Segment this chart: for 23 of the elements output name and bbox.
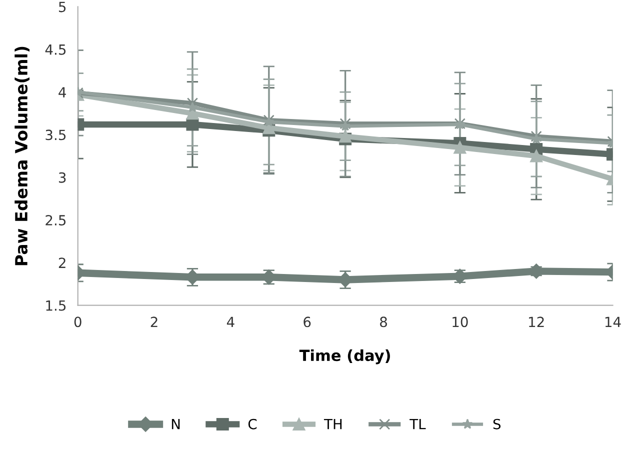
legend-label: N: [172, 418, 180, 430]
x-tick-label: 12: [529, 316, 544, 327]
x-axis-title: Time (day): [299, 349, 390, 364]
x-tick-label: 2: [150, 316, 158, 327]
y-tick-label: 1.5: [46, 300, 66, 311]
legend-label: C: [248, 418, 257, 430]
y-tick-label: 2: [58, 258, 66, 268]
y-tick-label: 4.5: [45, 44, 66, 55]
x-tick-label: 0: [74, 316, 82, 328]
y-tick-label: 2.5: [46, 214, 66, 226]
x-tick-label: 14: [605, 316, 621, 327]
x-tick-label: 10: [452, 316, 468, 328]
x-tick-label: 6: [304, 316, 311, 328]
y-tick-label: 3: [58, 172, 66, 183]
y-axis-title: Paw Edema Volume(ml): [14, 46, 30, 266]
x-tick-label: 4: [226, 316, 234, 327]
legend-label: S: [493, 418, 501, 430]
legend-label: TL: [410, 418, 426, 430]
legend-label: TH: [324, 418, 342, 430]
y-tick-label: 5: [58, 2, 66, 12]
y-tick-label: 3.5: [46, 130, 66, 140]
y-tick-label: 4: [58, 87, 66, 98]
x-tick-label: 8: [380, 316, 387, 328]
